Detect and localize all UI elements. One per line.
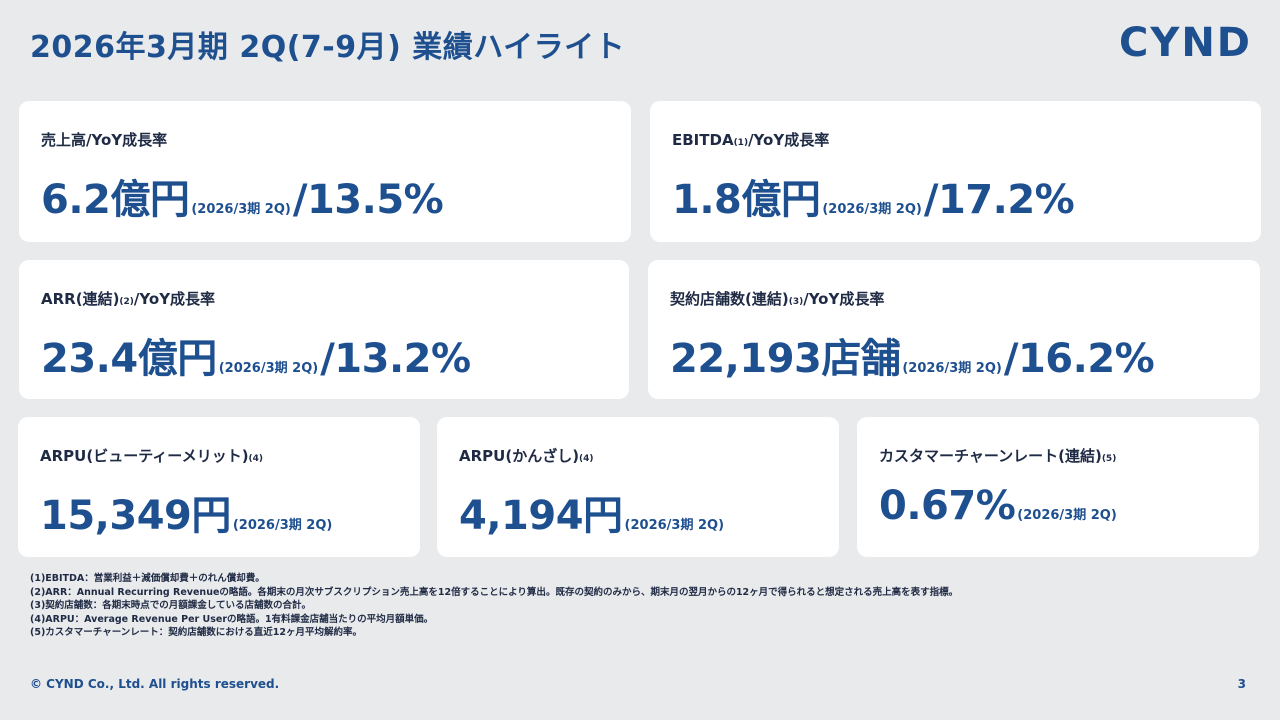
revenue-period: (2026/3期 2Q) [191,202,291,217]
copyright: © CYND Co., Ltd. All rights reserved. [30,677,280,691]
arpu-kanzashi-period: (2026/3期 2Q) [624,518,725,533]
revenue-value: 6.2億円 [41,177,190,223]
arpu-beauty-label-text: ARPU(ビューティーメリット) [40,447,249,465]
churn-label: カスタマーチャーンレート(連結)(5) [879,445,1116,466]
stores-card: 契約店舗数(連結)(3)/YoY成長率 22,193店舗 (2026/3期 2Q… [648,260,1260,399]
arpu-beauty-card: ARPU(ビューティーメリット)(4) 15,349円 (2026/3期 2Q) [18,417,420,557]
ebitda-value-row: 1.8億円 (2026/3期 2Q) /17.2% [672,167,1075,225]
revenue-value-row: 6.2億円 (2026/3期 2Q) /13.5% [41,167,444,225]
churn-label-note: (5) [1101,454,1117,464]
footnote-1: (1)EBITDA：営業利益＋減価償却費＋のれん償却費。 [30,573,265,584]
arpu-beauty-value: 15,349円 [40,493,231,539]
footnote-4: (4)ARPU：Average Revenue Per Userの略語。1有料課… [30,613,434,625]
page-title: 2026年3月期 2Q(7-9月) 業績ハイライト [30,30,626,65]
cynd-logo: CYND [1119,20,1252,66]
arpu-beauty-period: (2026/3期 2Q) [232,518,333,533]
footnotes: (1)EBITDA：営業利益＋減価償却費＋のれん償却費。 (2)ARR：Annu… [30,572,958,640]
footnote-5: (5)カスタマーチャーンレート：契約店舗数における直近12ヶ月平均解約率。 [30,627,362,638]
arr-value-row: 23.4億円 (2026/3期 2Q) /13.2% [41,326,471,384]
churn-value: 0.67% [879,483,1016,529]
revenue-card: 売上高/YoY成長率 6.2億円 (2026/3期 2Q) /13.5% [19,101,631,242]
arr-label: ARR(連結)(2)/YoY成長率 [41,288,215,309]
arpu-kanzashi-value-row: 4,194円 (2026/3期 2Q) [459,483,726,541]
footnote-3: (3)契約店舗数：各期末時点での月額課金している店舗数の合計。 [30,600,312,611]
stores-label-note: (3) [788,297,804,307]
arr-value: 23.4億円 [41,336,217,382]
ebitda-label-text: EBITDA [672,131,734,149]
churn-value-row: 0.67% (2026/3期 2Q) [879,483,1119,529]
stores-label-text: 契約店舗数(連結) [670,290,789,308]
stores-period: (2026/3期 2Q) [902,361,1002,376]
ebitda-growth: /17.2% [923,177,1075,223]
arpu-kanzashi-label: ARPU(かんざし)(4) [459,445,594,466]
arpu-kanzashi-label-note: (4) [579,454,594,464]
page-number: 3 [1237,677,1246,691]
arpu-beauty-label: ARPU(ビューティーメリット)(4) [40,445,263,466]
arpu-kanzashi-card: ARPU(かんざし)(4) 4,194円 (2026/3期 2Q) [437,417,839,557]
arpu-kanzashi-value: 4,194円 [459,493,623,539]
revenue-label: 売上高/YoY成長率 [41,131,168,149]
stores-label-suffix: /YoY成長率 [803,290,885,308]
arpu-kanzashi-label-text: ARPU(かんざし) [459,447,580,465]
stores-value: 22,193店舗 [670,336,901,382]
ebitda-card: EBITDA(1)/YoY成長率 1.8億円 (2026/3期 2Q) /17.… [650,101,1261,242]
ebitda-label-note: (1) [733,138,749,148]
ebitda-value: 1.8億円 [672,177,821,223]
churn-period: (2026/3期 2Q) [1017,508,1117,523]
churn-label-text: カスタマーチャーンレート(連結) [879,447,1102,465]
arpu-beauty-value-row: 15,349円 (2026/3期 2Q) [40,483,334,541]
arr-card: ARR(連結)(2)/YoY成長率 23.4億円 (2026/3期 2Q) /1… [19,260,629,399]
ebitda-label: EBITDA(1)/YoY成長率 [672,129,829,150]
stores-growth: /16.2% [1003,336,1155,382]
arr-growth: /13.2% [320,336,471,382]
ebitda-label-suffix: /YoY成長率 [748,131,830,149]
footnote-2: (2)ARR：Annual Recurring Revenueの略語。各期末の月… [30,586,959,598]
arr-period: (2026/3期 2Q) [218,361,319,376]
arr-label-suffix: /YoY成長率 [133,290,216,308]
arr-label-text: ARR(連結) [41,290,120,308]
ebitda-period: (2026/3期 2Q) [822,202,922,217]
stores-value-row: 22,193店舗 (2026/3期 2Q) /16.2% [670,326,1155,384]
arpu-beauty-label-note: (4) [248,454,264,464]
stores-label: 契約店舗数(連結)(3)/YoY成長率 [670,288,884,309]
churn-card: カスタマーチャーンレート(連結)(5) 0.67% (2026/3期 2Q) [857,417,1259,557]
arr-label-note: (2) [119,297,134,307]
revenue-growth: /13.5% [292,177,444,223]
